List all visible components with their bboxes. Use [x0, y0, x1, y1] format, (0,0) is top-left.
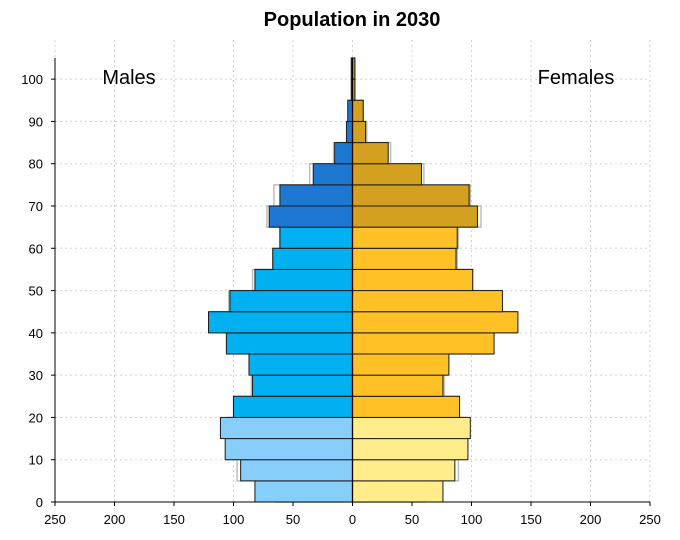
female-bar-80	[352, 142, 389, 165]
y-tick-label: 90	[29, 114, 43, 129]
female-bar-25	[352, 374, 444, 397]
males-label: Males	[102, 67, 155, 89]
female-bar-65	[352, 205, 478, 228]
male-bar-5	[240, 459, 353, 482]
male-bar-90	[347, 99, 353, 122]
x-tick-label: 0	[349, 512, 356, 527]
y-tick-label: 0	[36, 495, 43, 510]
female-bar-35	[352, 332, 495, 355]
female-bar-55	[352, 247, 457, 270]
female-bar-60	[352, 226, 458, 249]
x-tick-label: 250	[639, 512, 661, 527]
male-bar-55	[272, 247, 353, 270]
female-bar-40	[352, 311, 519, 334]
male-bar-80	[334, 142, 353, 165]
x-ticks: 250 200 150 100 50 0 50 100 150 200 250	[44, 502, 661, 527]
male-bar-65	[268, 205, 354, 228]
y-tick-label: 50	[29, 284, 43, 299]
male-bar-10	[224, 438, 353, 461]
x-tick-label: 200	[104, 512, 126, 527]
female-bar-70	[352, 184, 470, 207]
male-bar-0	[254, 480, 353, 503]
y-tick-label: 30	[29, 368, 43, 383]
x-tick-label: 50	[405, 512, 419, 527]
female-bar-5	[352, 459, 456, 482]
male-bar-45	[229, 290, 353, 313]
female-bar-0	[352, 480, 444, 503]
male-bar-70	[279, 184, 353, 207]
y-tick-label: 20	[29, 410, 43, 425]
female-bar-20	[352, 395, 461, 418]
x-tick-label: 250	[44, 512, 66, 527]
y-tick-label: 70	[29, 199, 43, 214]
y-tick-label: 60	[29, 241, 43, 256]
y-tick-label: 100	[21, 72, 43, 87]
female-bar-45	[352, 290, 503, 313]
female-bar-75	[352, 163, 423, 186]
male-bar-60	[279, 226, 353, 249]
females-label: Females	[538, 67, 615, 89]
bars	[208, 57, 519, 503]
female-bar-50	[352, 268, 474, 292]
female-bar-10	[352, 438, 469, 461]
male-bar-35	[225, 332, 353, 355]
x-tick-label: 100	[461, 512, 483, 527]
x-tick-label: 100	[223, 512, 245, 527]
female-bar-90	[352, 99, 364, 122]
male-bar-30	[248, 353, 353, 376]
female-bar-15	[352, 416, 471, 440]
x-tick-label: 150	[520, 512, 542, 527]
female-bar-85	[352, 120, 367, 144]
male-bar-40	[208, 311, 353, 334]
y-tick-label: 10	[29, 453, 43, 468]
male-bar-75	[312, 163, 354, 186]
x-tick-label: 50	[286, 512, 300, 527]
chart-title: Population in 2030	[264, 9, 441, 31]
male-bar-20	[233, 395, 353, 418]
x-tick-label: 200	[580, 512, 602, 527]
male-bar-85	[346, 120, 353, 144]
x-tick-label: 150	[163, 512, 185, 527]
y-ticks: 0 10 20 30 40 50 60 70 80 90 100	[21, 72, 55, 510]
y-tick-label: 80	[29, 157, 43, 172]
male-bar-15	[219, 416, 353, 440]
male-bar-25	[252, 374, 353, 397]
male-bar-50	[254, 268, 353, 292]
y-tick-label: 40	[29, 326, 43, 341]
female-bar-30	[352, 353, 450, 376]
